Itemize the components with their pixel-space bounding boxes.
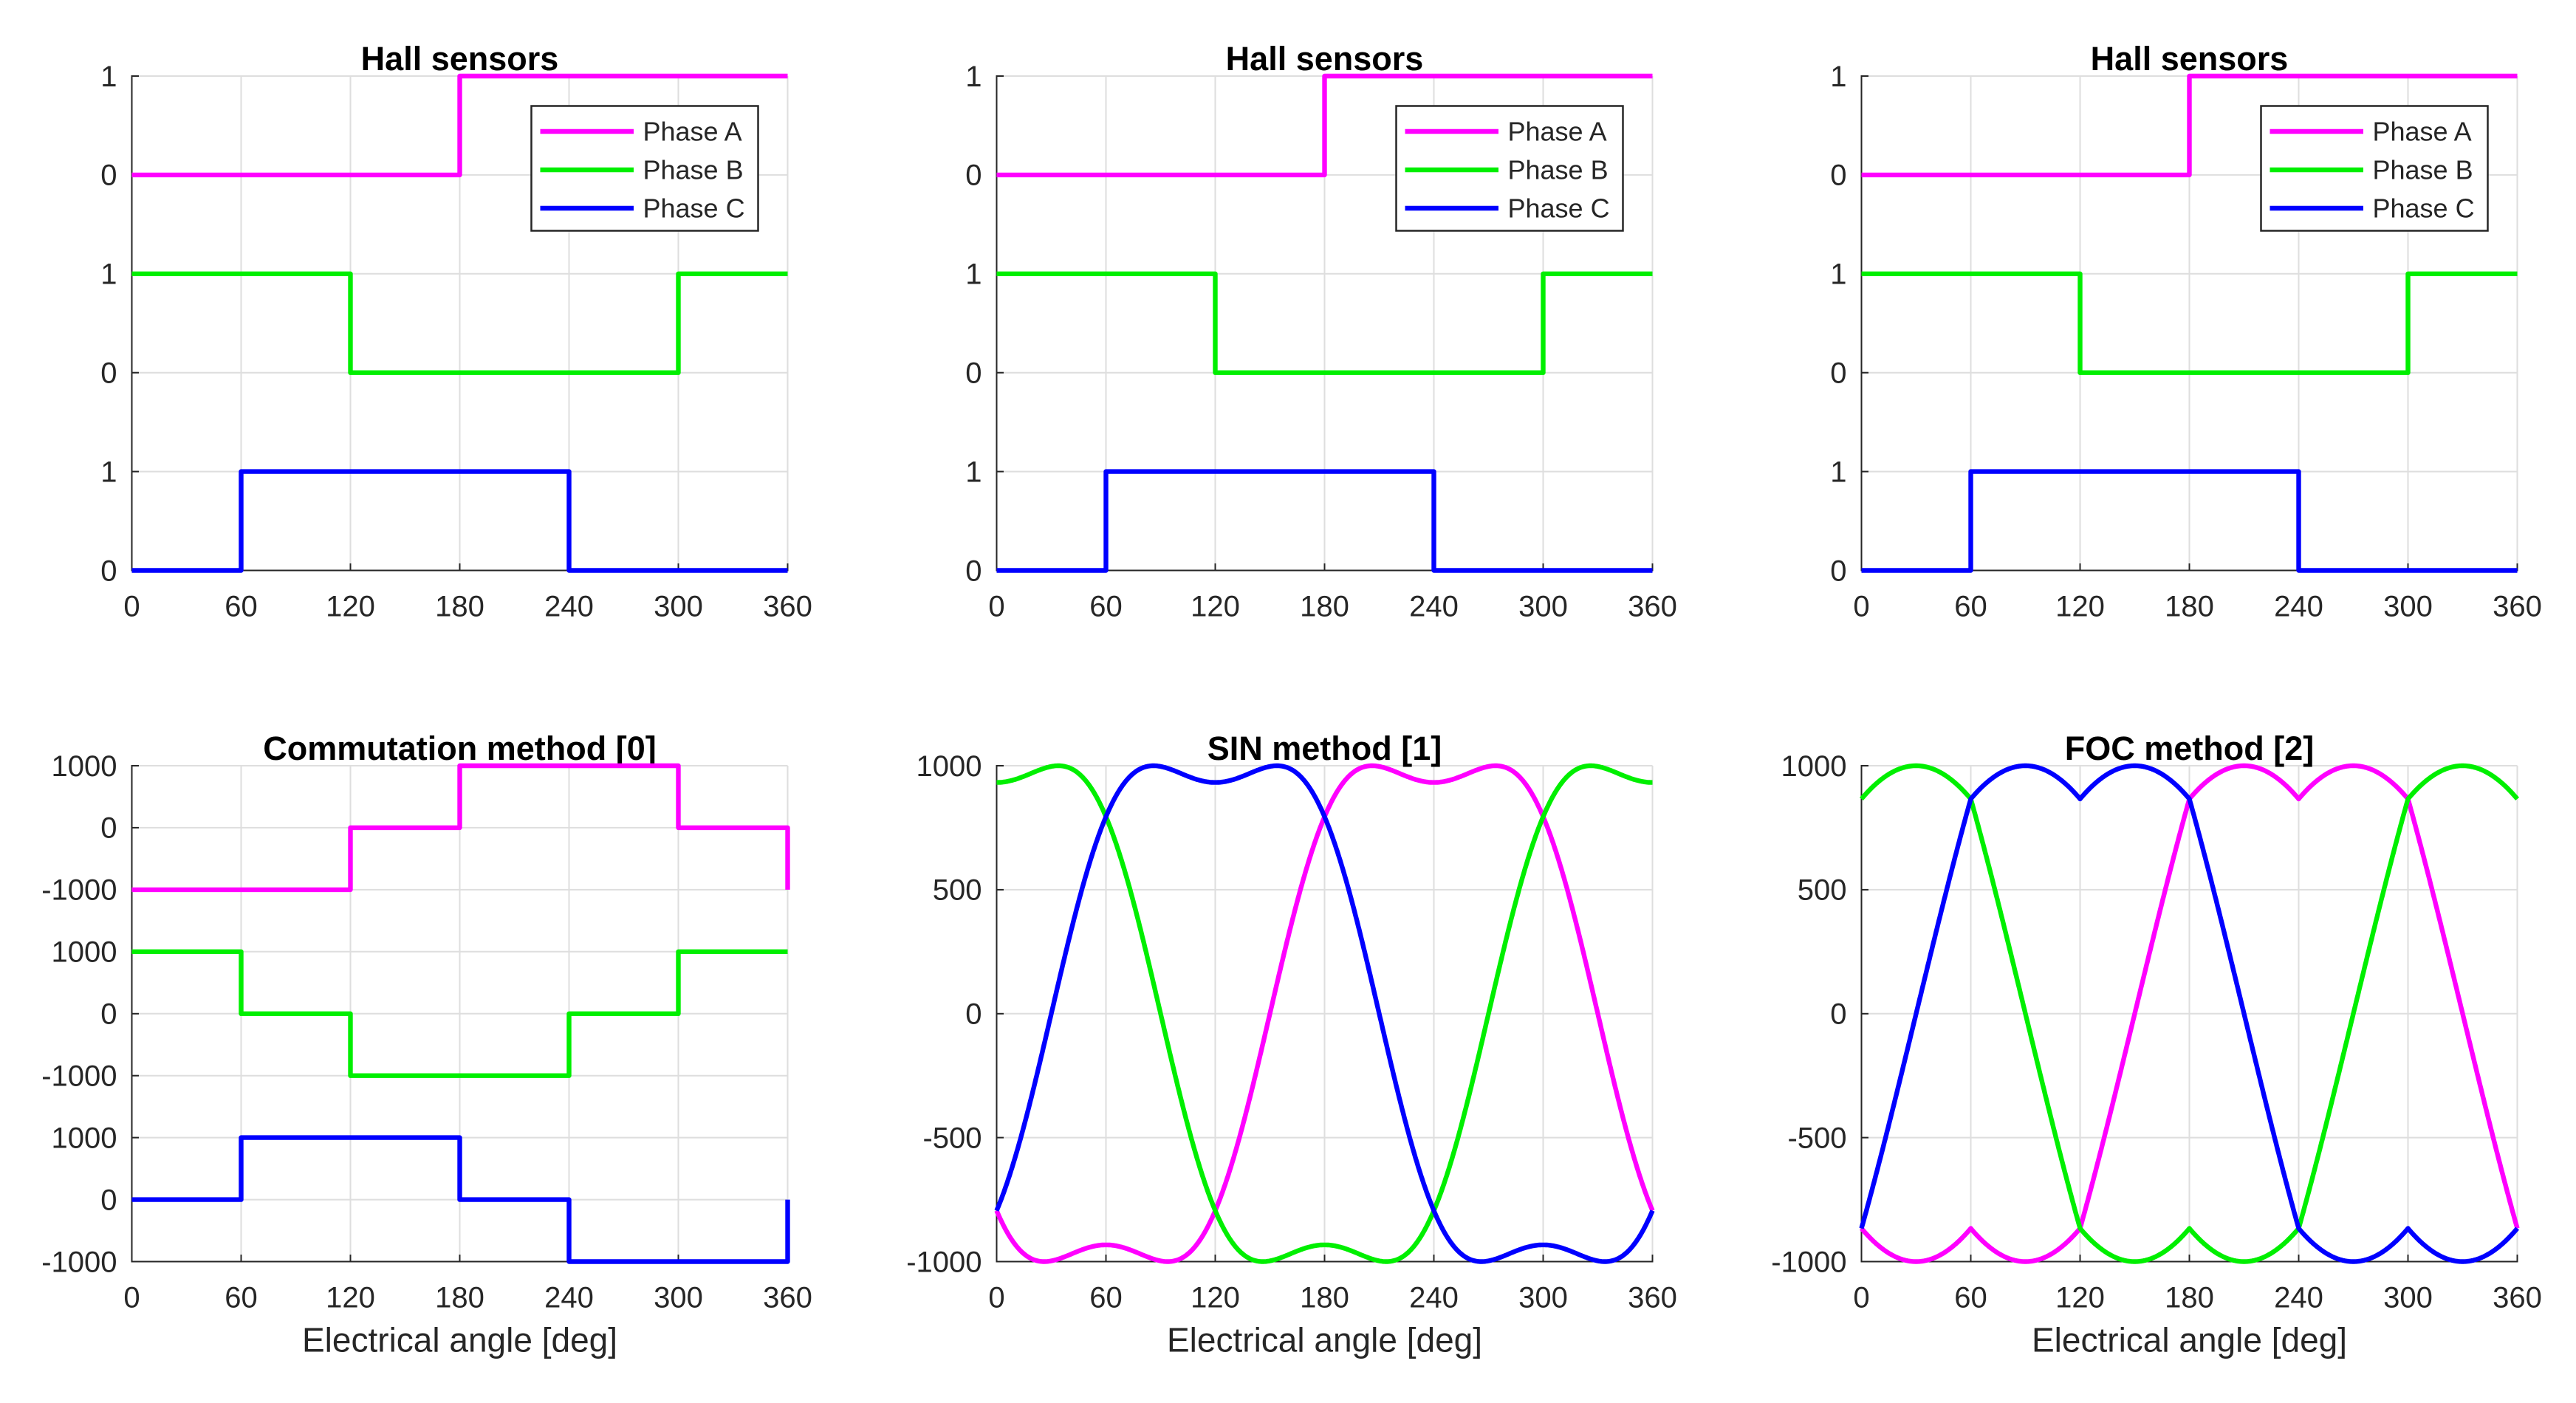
svg-text:500: 500 xyxy=(1798,874,1847,907)
svg-text:240: 240 xyxy=(2274,1281,2323,1314)
svg-text:60: 60 xyxy=(1954,590,1987,622)
svg-text:1: 1 xyxy=(1830,456,1846,488)
svg-text:180: 180 xyxy=(435,1281,484,1314)
svg-text:1: 1 xyxy=(100,258,117,291)
svg-text:180: 180 xyxy=(1300,1281,1349,1314)
svg-text:1: 1 xyxy=(1830,61,1846,93)
svg-text:0: 0 xyxy=(1830,357,1846,390)
svg-text:360: 360 xyxy=(763,1281,812,1314)
svg-text:300: 300 xyxy=(2383,590,2433,622)
svg-text:60: 60 xyxy=(1954,1281,1987,1314)
svg-text:120: 120 xyxy=(2055,1281,2105,1314)
svg-text:-1000: -1000 xyxy=(41,1060,117,1092)
svg-text:0: 0 xyxy=(1853,590,1869,622)
svg-text:-1000: -1000 xyxy=(41,1246,117,1278)
svg-text:1: 1 xyxy=(1830,258,1846,291)
svg-text:120: 120 xyxy=(2055,590,2105,622)
svg-text:240: 240 xyxy=(544,1281,594,1314)
svg-text:120: 120 xyxy=(1191,1281,1240,1314)
svg-text:1000: 1000 xyxy=(52,936,117,969)
svg-text:0: 0 xyxy=(965,998,982,1031)
svg-text:0: 0 xyxy=(100,998,117,1031)
svg-text:180: 180 xyxy=(1300,590,1349,622)
svg-text:Phase A: Phase A xyxy=(1508,116,1607,146)
svg-text:0: 0 xyxy=(988,1281,1004,1314)
svg-text:0: 0 xyxy=(965,555,982,587)
svg-text:0: 0 xyxy=(100,1184,117,1216)
svg-text:1: 1 xyxy=(965,258,982,291)
svg-text:1: 1 xyxy=(965,61,982,93)
svg-text:360: 360 xyxy=(2493,590,2542,622)
svg-text:0: 0 xyxy=(1830,998,1846,1031)
svg-text:1000: 1000 xyxy=(1781,750,1847,783)
svg-text:Hall sensors: Hall sensors xyxy=(2091,40,2289,78)
svg-text:Electrical angle [deg]: Electrical angle [deg] xyxy=(2032,1320,2347,1359)
svg-text:120: 120 xyxy=(326,1281,375,1314)
svg-text:Hall sensors: Hall sensors xyxy=(361,40,559,78)
svg-text:180: 180 xyxy=(2165,590,2214,622)
svg-text:1: 1 xyxy=(965,456,982,488)
svg-text:1000: 1000 xyxy=(52,750,117,783)
svg-text:Phase A: Phase A xyxy=(2373,116,2472,146)
svg-text:Phase A: Phase A xyxy=(643,116,742,146)
svg-text:Commutation method [0]: Commutation method [0] xyxy=(263,730,656,767)
svg-text:-1000: -1000 xyxy=(1771,1246,1846,1278)
svg-text:0: 0 xyxy=(1830,555,1846,587)
svg-text:1000: 1000 xyxy=(52,1122,117,1154)
svg-text:0: 0 xyxy=(1853,1281,1869,1314)
svg-text:240: 240 xyxy=(2274,590,2323,622)
svg-text:0: 0 xyxy=(965,357,982,390)
svg-text:-1000: -1000 xyxy=(41,874,117,907)
svg-text:300: 300 xyxy=(654,590,703,622)
svg-text:Phase C: Phase C xyxy=(643,193,745,223)
svg-text:360: 360 xyxy=(1628,590,1677,622)
svg-text:0: 0 xyxy=(123,590,140,622)
svg-text:0: 0 xyxy=(1830,159,1846,192)
svg-text:Electrical angle [deg]: Electrical angle [deg] xyxy=(302,1320,617,1359)
svg-text:1000: 1000 xyxy=(917,750,982,783)
svg-text:0: 0 xyxy=(100,812,117,845)
svg-text:60: 60 xyxy=(1089,1281,1123,1314)
svg-text:0: 0 xyxy=(100,159,117,192)
svg-text:120: 120 xyxy=(326,590,375,622)
svg-text:-500: -500 xyxy=(922,1122,982,1154)
svg-text:FOC method [2]: FOC method [2] xyxy=(2065,730,2314,767)
svg-text:120: 120 xyxy=(1191,590,1240,622)
svg-text:Phase C: Phase C xyxy=(2373,193,2475,223)
svg-text:360: 360 xyxy=(763,590,812,622)
svg-text:180: 180 xyxy=(2165,1281,2214,1314)
svg-text:Phase B: Phase B xyxy=(643,154,744,185)
svg-text:60: 60 xyxy=(1089,590,1123,622)
svg-text:0: 0 xyxy=(123,1281,140,1314)
svg-text:0: 0 xyxy=(100,555,117,587)
svg-text:Phase C: Phase C xyxy=(1508,193,1610,223)
svg-text:Electrical angle [deg]: Electrical angle [deg] xyxy=(1167,1320,1482,1359)
svg-text:0: 0 xyxy=(100,357,117,390)
svg-text:Phase B: Phase B xyxy=(2373,154,2473,185)
svg-text:1: 1 xyxy=(100,61,117,93)
svg-text:-1000: -1000 xyxy=(906,1246,982,1278)
svg-text:300: 300 xyxy=(2383,1281,2433,1314)
svg-text:0: 0 xyxy=(988,590,1004,622)
svg-text:240: 240 xyxy=(1409,1281,1459,1314)
svg-text:SIN method [1]: SIN method [1] xyxy=(1208,730,1442,767)
svg-text:Hall sensors: Hall sensors xyxy=(1226,40,1424,78)
svg-text:300: 300 xyxy=(654,1281,703,1314)
svg-text:60: 60 xyxy=(225,1281,258,1314)
svg-text:0: 0 xyxy=(965,159,982,192)
svg-text:240: 240 xyxy=(1409,590,1459,622)
svg-text:500: 500 xyxy=(933,874,982,907)
svg-text:300: 300 xyxy=(1518,590,1568,622)
svg-text:300: 300 xyxy=(1518,1281,1568,1314)
svg-text:180: 180 xyxy=(435,590,484,622)
svg-text:1: 1 xyxy=(100,456,117,488)
svg-text:60: 60 xyxy=(225,590,258,622)
svg-text:-500: -500 xyxy=(1787,1122,1846,1154)
svg-text:360: 360 xyxy=(1628,1281,1677,1314)
svg-text:240: 240 xyxy=(544,590,594,622)
svg-text:360: 360 xyxy=(2493,1281,2542,1314)
svg-text:Phase B: Phase B xyxy=(1508,154,1609,185)
